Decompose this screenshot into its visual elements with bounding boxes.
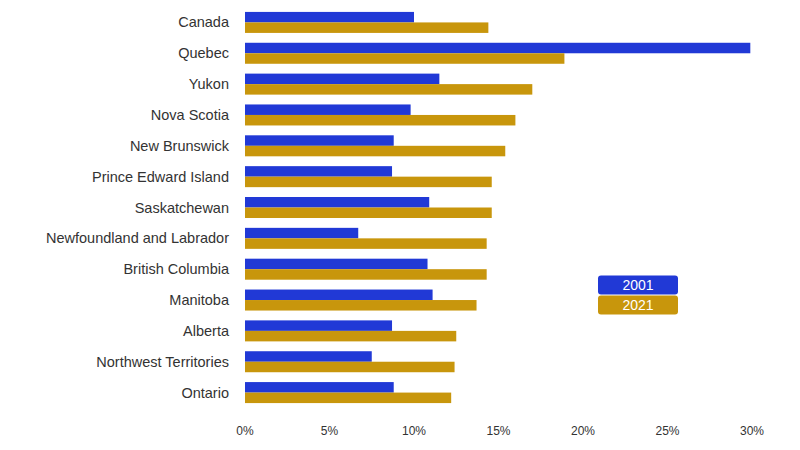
bar: [245, 12, 414, 23]
bar: [245, 115, 515, 126]
tick-label: 5%: [321, 424, 339, 438]
category-label: Yukon: [189, 76, 229, 92]
category-label: Manitoba: [169, 292, 230, 308]
tick-label: 20%: [571, 424, 595, 438]
category-label: Alberta: [183, 323, 230, 339]
bar: [245, 320, 392, 331]
category-label: Saskatchewan: [135, 200, 229, 216]
category-label: British Columbia: [123, 261, 229, 277]
bar: [245, 146, 505, 157]
category-label: Newfoundland and Labrador: [46, 230, 229, 246]
legend-swatch: [598, 276, 678, 295]
legend-label: 2021: [622, 297, 653, 313]
category-label: Ontario: [181, 385, 229, 401]
category-label: Quebec: [178, 45, 229, 61]
category-label: New Brunswick: [130, 138, 230, 154]
tick-label: 25%: [655, 424, 679, 438]
bar: [245, 238, 487, 249]
bar: [245, 166, 392, 177]
tick-label: 10%: [402, 424, 426, 438]
bar: [245, 53, 564, 64]
category-label: Prince Edward Island: [92, 169, 229, 185]
bar: [245, 259, 428, 270]
bar: [245, 208, 492, 219]
bar: [245, 362, 455, 373]
bar: [245, 43, 750, 54]
tick-label: 30%: [740, 424, 764, 438]
bar: [245, 177, 492, 188]
bars: [245, 12, 750, 403]
bar: [245, 197, 429, 208]
bar: [245, 104, 411, 115]
category-label: Northwest Territories: [96, 354, 229, 370]
bar: [245, 300, 477, 311]
bar: [245, 74, 439, 85]
bar: [245, 331, 456, 342]
legend-swatch: [598, 296, 678, 315]
tick-label: 15%: [486, 424, 510, 438]
bar: [245, 22, 488, 33]
bar: [245, 393, 451, 404]
category-label: Canada: [178, 14, 230, 30]
tick-label: 0%: [236, 424, 254, 438]
bar: [245, 228, 358, 239]
bar: [245, 135, 394, 146]
legend-label: 2001: [622, 277, 653, 293]
bar: [245, 84, 532, 95]
chart: Canada Quebec Yukon Nova Scotia New Brunswic…: [0, 0, 800, 450]
bar: [245, 290, 433, 301]
bar: [245, 382, 394, 393]
category-label: Nova Scotia: [151, 107, 230, 123]
bar: [245, 269, 487, 280]
bar: [245, 351, 372, 362]
